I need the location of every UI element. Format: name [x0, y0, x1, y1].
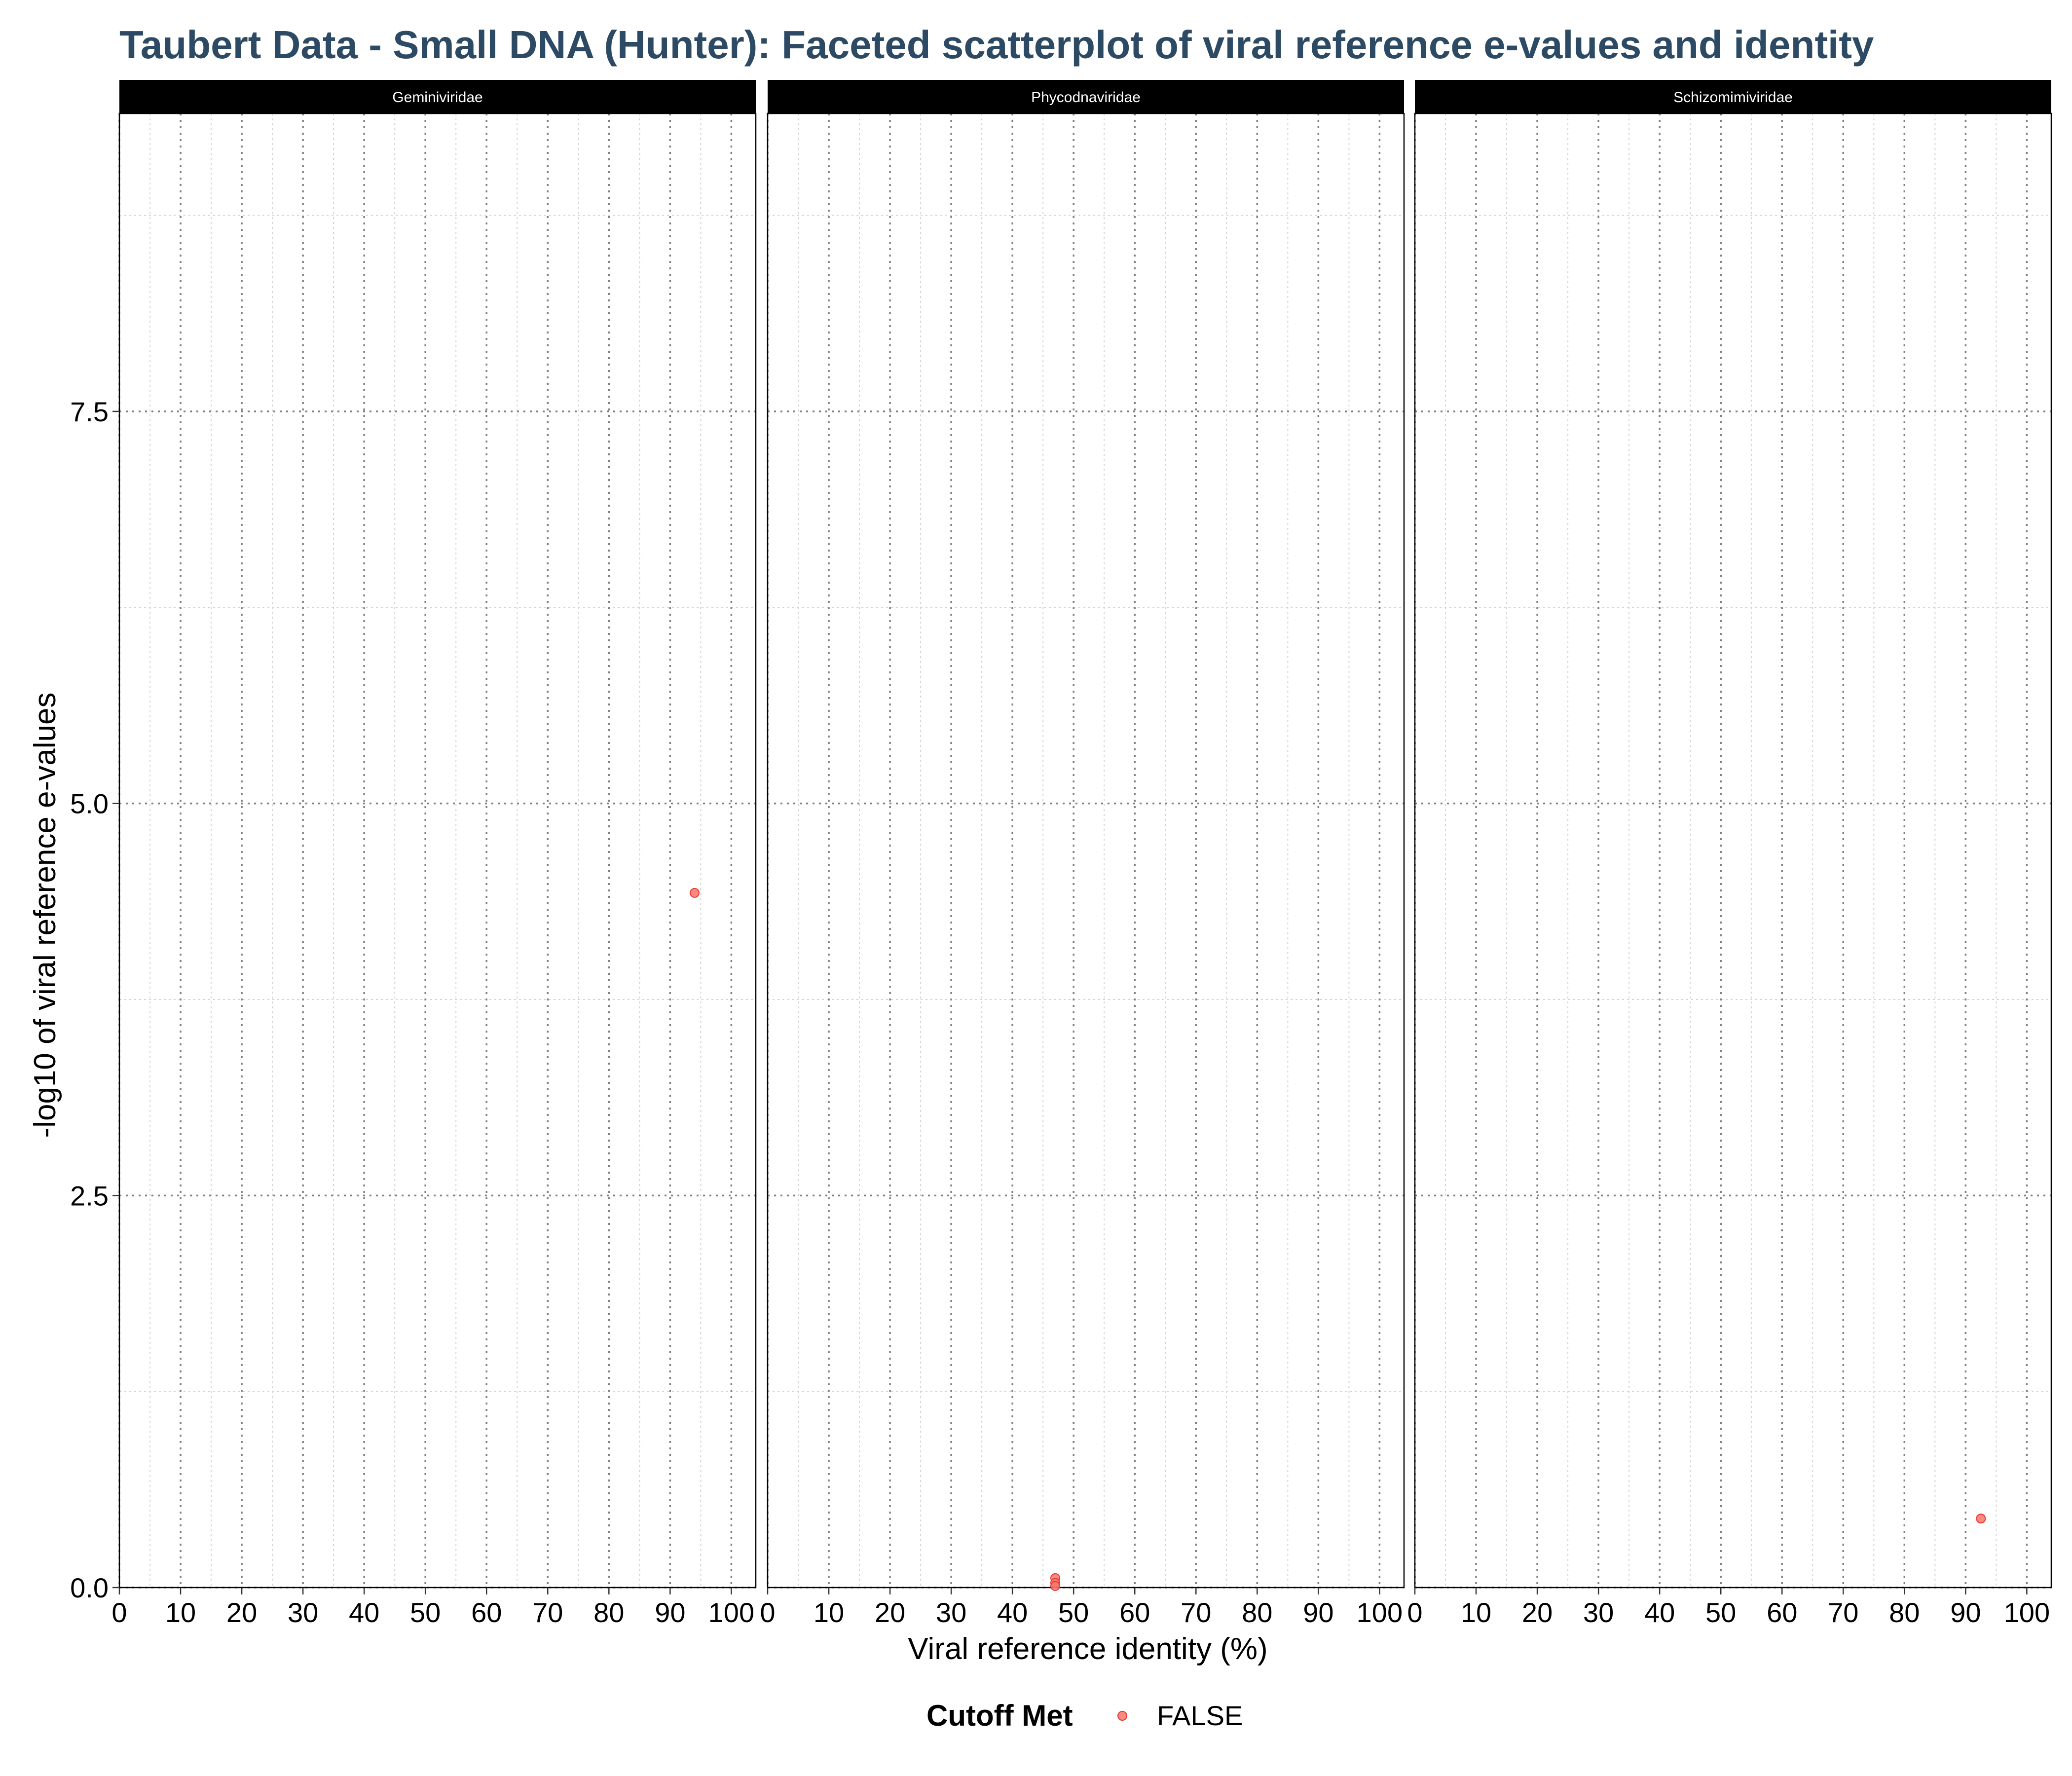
- x-tick-label: 30: [1583, 1597, 1614, 1628]
- x-axis-title: Viral reference identity (%): [908, 1632, 1267, 1666]
- x-tick-label: 50: [1058, 1597, 1089, 1628]
- x-tick-label: 100: [708, 1597, 754, 1628]
- x-tick-label: 100: [1357, 1597, 1403, 1628]
- x-tick-label: 70: [532, 1597, 563, 1628]
- x-tick-label: 60: [1119, 1597, 1150, 1628]
- x-tick-label: 90: [655, 1597, 685, 1628]
- x-tick-label: 0: [111, 1597, 127, 1628]
- x-tick-label: 50: [1705, 1597, 1736, 1628]
- facet-strip: [768, 80, 1404, 113]
- x-tick-label: 10: [165, 1597, 196, 1628]
- x-tick-label: 50: [410, 1597, 441, 1628]
- x-tick-label: 40: [997, 1597, 1028, 1628]
- x-tick-label: 80: [1889, 1597, 1920, 1628]
- facet-panel: Phycodnaviridae 0 10 20 30 40 50 60 70 80 90 100: [760, 80, 1405, 1628]
- x-tick-label: 70: [1828, 1597, 1858, 1628]
- x-tick-label: 80: [1242, 1597, 1272, 1628]
- y-axis: 0.0 2.5 5.0 7.5: [70, 396, 119, 1603]
- x-tick-label: 60: [471, 1597, 502, 1628]
- x-tick-label: 70: [1181, 1597, 1211, 1628]
- x-tick-label: 30: [288, 1597, 318, 1628]
- facet-strip: [1415, 80, 2051, 113]
- y-axis-title: -log10 of viral reference e-values: [28, 693, 62, 1138]
- x-tick-label: 0: [760, 1597, 775, 1628]
- facet-strip: [119, 80, 756, 113]
- panel-border: [1414, 112, 2052, 1589]
- facet-panel: Schizomimiviridae 0 10 20 30 40 50 60 70 80 90 100: [1407, 80, 2052, 1628]
- x-tick-label: 20: [1522, 1597, 1553, 1628]
- facet-panel: Geminiviridae 0 10 20 30 40 50 60 70 80 90 100: [111, 80, 757, 1628]
- facet-strip-label: Phycodnaviridae: [1031, 89, 1141, 106]
- legend: Cutoff Met FALSE: [926, 1699, 1243, 1732]
- legend-title: Cutoff Met: [926, 1699, 1073, 1732]
- chart-title: Taubert Data - Small DNA (Hunter): Facet…: [119, 23, 1874, 67]
- legend-key-false: [1117, 1711, 1127, 1721]
- x-tick-label: 30: [936, 1597, 966, 1628]
- x-tick-label: 0: [1407, 1597, 1422, 1628]
- y-tick-label: 0.0: [70, 1572, 109, 1603]
- x-tick-label: 60: [1767, 1597, 1797, 1628]
- x-tick-label: 40: [349, 1597, 379, 1628]
- facet-strip-label: Geminiviridae: [392, 89, 482, 106]
- panel-border: [118, 112, 757, 1589]
- x-tick-label: 100: [2004, 1597, 2050, 1628]
- data-point: [689, 888, 700, 898]
- y-tick-label: 5.0: [70, 788, 109, 819]
- facet-strip-label: Schizomimiviridae: [1673, 89, 1793, 106]
- data-point: [1976, 1514, 1986, 1524]
- x-tick-label: 90: [1303, 1597, 1333, 1628]
- panel-border: [767, 112, 1405, 1589]
- x-tick-label: 80: [593, 1597, 624, 1628]
- x-tick-label: 10: [1461, 1597, 1491, 1628]
- x-tick-label: 90: [1950, 1597, 1981, 1628]
- x-tick-label: 20: [875, 1597, 905, 1628]
- y-tick-label: 2.5: [70, 1180, 109, 1211]
- x-tick-label: 10: [814, 1597, 844, 1628]
- data-point: [1050, 1581, 1060, 1591]
- y-tick-label: 7.5: [70, 396, 109, 427]
- x-tick-label: 20: [226, 1597, 257, 1628]
- legend-label-false: FALSE: [1157, 1700, 1243, 1731]
- x-tick-label: 40: [1644, 1597, 1675, 1628]
